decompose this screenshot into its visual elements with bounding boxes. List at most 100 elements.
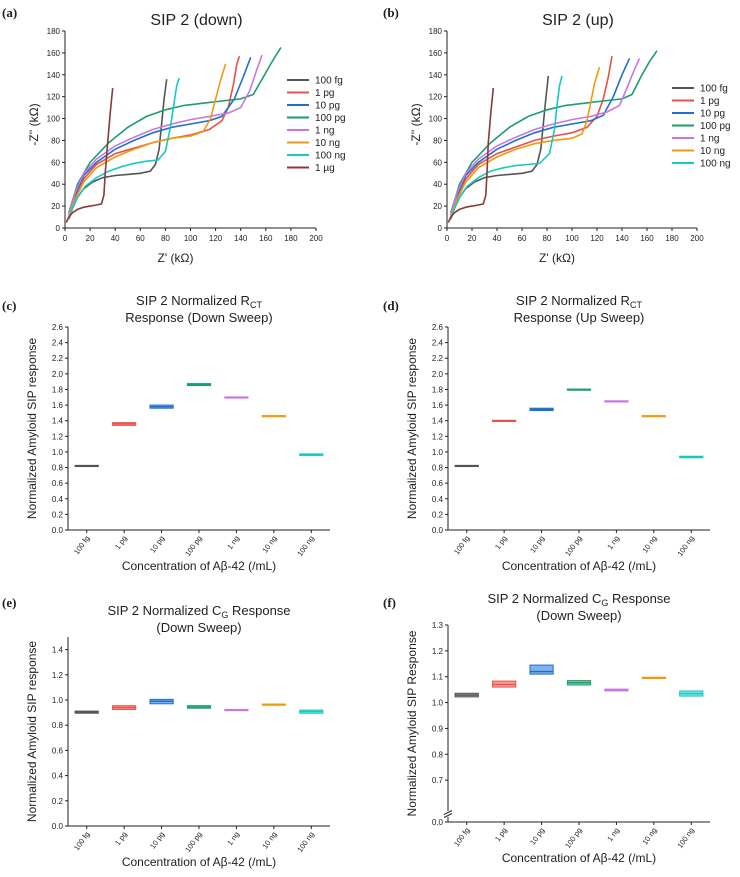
y-tick-label: 0.2 bbox=[52, 797, 64, 806]
y-tick-label: 0.0 bbox=[432, 526, 444, 535]
y-axis-title: -Z'' (kΩ) bbox=[27, 103, 41, 145]
y-tick-label: 120 bbox=[47, 93, 61, 102]
x-tick-label: 10 ng bbox=[640, 534, 658, 555]
x-tick-label: 1 pg bbox=[493, 826, 509, 843]
y-tick-label: 1.2 bbox=[52, 432, 64, 441]
x-tick-label: 40 bbox=[493, 234, 502, 243]
series-line bbox=[450, 75, 563, 220]
x-tick-label: 10 ng bbox=[260, 534, 278, 555]
chart-e: 0.0 0.2 0.4 0.6 0.8 1.0 1.2 1.4 100 fg 1 pg 10 pg 1… bbox=[25, 603, 330, 869]
series-line bbox=[68, 46, 282, 213]
x-tick-label: 1 ng bbox=[225, 830, 241, 847]
chart-title: SIP 2 (down) bbox=[150, 12, 242, 29]
y-tick-label: 100 bbox=[429, 115, 443, 124]
y-tick-label: 2.6 bbox=[432, 323, 444, 332]
series-line bbox=[68, 54, 263, 216]
chart-title-line2: (Down Sweep) bbox=[536, 608, 621, 623]
x-tick-label: 20 bbox=[86, 234, 95, 243]
y-tick-label: 2.0 bbox=[52, 370, 64, 379]
legend-label: 100 pg bbox=[700, 121, 731, 132]
y-tick-label: 1.0 bbox=[432, 699, 444, 708]
y-tick-label: 1.4 bbox=[432, 417, 444, 426]
y-tick-label: 20 bbox=[433, 202, 442, 211]
x-tick-label: 1 ng bbox=[605, 534, 621, 551]
x-tick-label: 10 pg bbox=[528, 826, 546, 847]
chart-c: 0.0 0.2 0.4 0.6 0.8 1.0 1.2 1.4 1.6 1.8 2.0 2.2 2.4 2… bbox=[25, 293, 330, 573]
legend-label: 100 pg bbox=[315, 113, 346, 124]
x-tick-label: 100 pg bbox=[183, 534, 204, 558]
series-line bbox=[65, 87, 114, 223]
series-line bbox=[450, 58, 631, 216]
x-tick-label: 1 pg bbox=[113, 830, 129, 847]
axis-break-mark bbox=[443, 813, 453, 818]
chart-title: SIP 2 Normalized RCT bbox=[516, 293, 642, 310]
x-tick-label: 180 bbox=[665, 234, 679, 243]
y-tick-label: 0.8 bbox=[52, 464, 64, 473]
legend-label: 1 pg bbox=[700, 96, 719, 107]
y-tick-label: 40 bbox=[433, 180, 442, 189]
y-axis-title: Normalized Amyloid SIP response bbox=[25, 338, 39, 520]
chart-title: SIP 2 Normalized RCT bbox=[136, 293, 262, 310]
x-tick-label: 120 bbox=[209, 234, 223, 243]
y-tick-label: 120 bbox=[429, 93, 443, 102]
x-axis-title: Concentration of Aβ-42 (/mL) bbox=[122, 855, 276, 869]
panel-label-e: (e) bbox=[2, 595, 16, 610]
y-tick-label: 180 bbox=[47, 27, 61, 36]
y-tick-label: 1.0 bbox=[52, 696, 64, 705]
x-tick-label: 80 bbox=[543, 234, 552, 243]
x-axis-title: Concentration of Aβ-42 (/mL) bbox=[502, 851, 656, 865]
y-tick-label: 1.6 bbox=[52, 401, 64, 410]
x-tick-label: 100 fg bbox=[452, 826, 471, 848]
x-tick-label: 100 pg bbox=[183, 830, 204, 854]
series-line bbox=[447, 87, 495, 223]
panel-label-f: (f) bbox=[383, 595, 396, 610]
y-axis-title: Normalized Amyloid SIP response bbox=[25, 641, 39, 823]
y-tick-label: 0.8 bbox=[432, 750, 444, 759]
legend-label: 1 µg bbox=[315, 163, 335, 174]
x-tick-label: 100 pg bbox=[563, 534, 584, 558]
x-tick-label: 80 bbox=[161, 234, 170, 243]
chart-b: 0 20 40 60 80 100 120 140 160 180 200 0 20 40 60 80 100 1… bbox=[409, 12, 731, 265]
y-tick-label: 0.2 bbox=[432, 510, 444, 519]
y-tick-label: 20 bbox=[51, 202, 60, 211]
x-tick-label: 1 pg bbox=[493, 534, 509, 551]
y-tick-label: 1.4 bbox=[52, 646, 64, 655]
y-tick-label: 2.2 bbox=[432, 354, 444, 363]
series-line bbox=[450, 50, 658, 213]
axis-break-gap bbox=[444, 811, 452, 817]
panel-label-c: (c) bbox=[2, 298, 16, 313]
chart-title: SIP 2 Normalized CG Response bbox=[487, 591, 670, 608]
axis-break-mark bbox=[443, 810, 453, 815]
x-tick-label: 60 bbox=[518, 234, 527, 243]
x-tick-label: 140 bbox=[615, 234, 629, 243]
y-tick-label: 0.0 bbox=[432, 818, 444, 827]
y-tick-label: 2.0 bbox=[432, 370, 444, 379]
y-tick-label: 2.4 bbox=[432, 339, 444, 348]
y-tick-label: 2.4 bbox=[52, 339, 64, 348]
legend-label: 100 ng bbox=[315, 151, 346, 162]
series-line bbox=[450, 66, 601, 218]
y-axis-title: -Z'' (kΩ) bbox=[409, 103, 423, 145]
chart-title-line2: Response (Down Sweep) bbox=[125, 310, 272, 325]
y-tick-label: 140 bbox=[47, 71, 61, 80]
y-tick-label: 1.8 bbox=[52, 385, 64, 394]
y-tick-label: 0.0 bbox=[52, 822, 64, 831]
x-tick-label: 140 bbox=[234, 234, 248, 243]
y-tick-label: 1.0 bbox=[52, 448, 64, 457]
y-tick-label: 60 bbox=[433, 158, 442, 167]
series-line bbox=[68, 79, 168, 220]
x-tick-label: 180 bbox=[284, 234, 298, 243]
y-tick-label: 40 bbox=[51, 180, 60, 189]
legend-label: 1 ng bbox=[700, 134, 719, 145]
y-tick-label: 0.6 bbox=[432, 479, 444, 488]
x-axis-title: Z' (kΩ) bbox=[539, 251, 575, 265]
y-tick-label: 0.8 bbox=[432, 464, 444, 473]
y-tick-label: 140 bbox=[429, 71, 443, 80]
x-tick-label: 100 ng bbox=[295, 830, 316, 854]
chart-title-line2: Response (Up Sweep) bbox=[514, 310, 645, 325]
legend-label: 10 ng bbox=[315, 138, 340, 149]
chart-title-line2: (Down Sweep) bbox=[156, 620, 241, 635]
y-tick-label: 1.4 bbox=[52, 417, 64, 426]
panel-label-a: (a) bbox=[2, 5, 17, 20]
y-tick-label: 1.2 bbox=[432, 647, 444, 656]
